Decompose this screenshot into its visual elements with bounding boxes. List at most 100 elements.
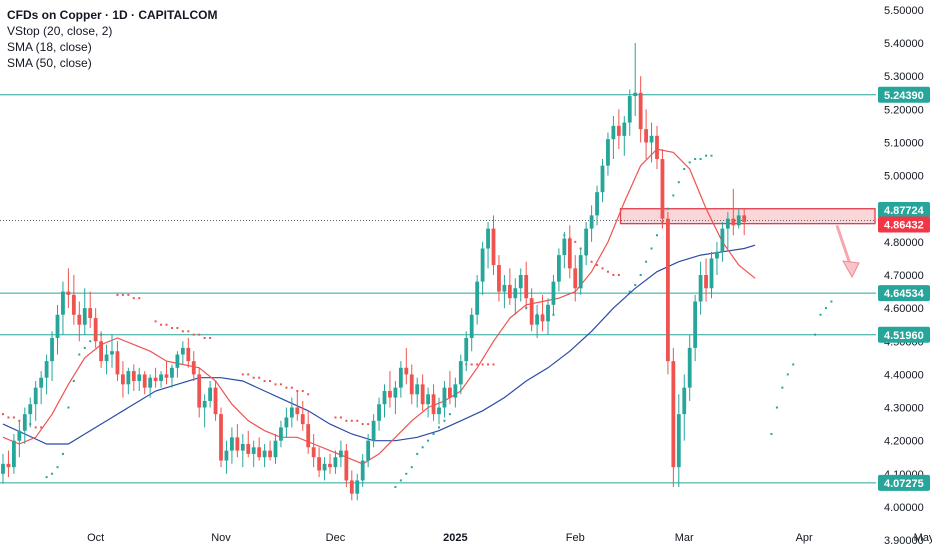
candle-body	[377, 404, 381, 421]
price-tick-label: 4.70000	[884, 270, 924, 282]
candle	[698, 261, 703, 315]
zone-tag: 4.87724	[878, 202, 930, 219]
vstop-dot	[694, 158, 697, 161]
price-tick-label: 5.20000	[884, 104, 924, 116]
candle-body	[186, 347, 191, 362]
vstop-dot	[203, 336, 206, 339]
legend-sma50: SMA (50, close)	[7, 56, 92, 70]
vstop-dot	[574, 240, 577, 243]
candle	[230, 427, 234, 464]
candle-body	[311, 447, 316, 458]
candle-body	[235, 437, 240, 451]
candle	[137, 367, 142, 391]
candle	[475, 275, 480, 325]
price-tick-label: 3.90000	[884, 535, 924, 547]
candle	[251, 440, 256, 468]
vstop-dot	[192, 333, 195, 336]
level-tag-label: 4.64534	[884, 288, 925, 300]
candle-body	[687, 347, 692, 388]
resistance-zone	[619, 208, 876, 225]
candle-body	[191, 361, 196, 375]
candle-body	[486, 228, 490, 249]
price-tick-label: 4.40000	[884, 369, 924, 381]
candle	[186, 337, 191, 368]
vstop-dot	[12, 416, 15, 419]
candle-body	[698, 275, 703, 302]
candle-body	[458, 361, 463, 385]
candle-body	[148, 377, 153, 388]
candle-body	[524, 275, 529, 299]
candle	[469, 308, 474, 352]
candle-body	[50, 337, 54, 362]
candle-body	[366, 440, 371, 461]
candle-body	[507, 284, 512, 299]
candle-body	[682, 387, 687, 415]
candle-body	[666, 218, 670, 362]
candle	[513, 278, 518, 315]
vstop-dot	[160, 323, 163, 326]
candle	[567, 225, 572, 279]
candle	[208, 381, 212, 408]
candle-body	[28, 404, 33, 415]
candle	[99, 331, 103, 368]
candle-body	[584, 228, 589, 256]
candle-body	[622, 122, 627, 136]
vstop-dot	[334, 416, 337, 419]
candle-body	[731, 218, 736, 226]
candle-body	[230, 437, 234, 451]
candle-body	[104, 354, 109, 362]
candle	[300, 400, 305, 431]
candle	[535, 304, 539, 338]
candle-body	[317, 457, 321, 471]
vstop-dot	[301, 389, 304, 392]
vstop-dot	[476, 363, 479, 366]
vstop-dot	[639, 274, 642, 276]
candle-body	[224, 450, 229, 461]
level-tag: 4.64534	[878, 285, 930, 302]
candle	[573, 255, 578, 302]
candle	[131, 364, 136, 391]
candle	[246, 430, 251, 458]
candle	[671, 347, 676, 488]
candle	[655, 125, 659, 169]
candle-body	[480, 248, 485, 282]
price-tick-label: 5.10000	[884, 137, 924, 149]
vstop-dot	[481, 363, 484, 366]
candle-body	[142, 374, 147, 388]
candle	[666, 212, 670, 375]
candle	[202, 394, 207, 428]
candle	[426, 387, 430, 418]
candle	[50, 331, 54, 382]
candle-body	[159, 374, 163, 382]
candle	[404, 347, 409, 385]
candle-body	[251, 447, 256, 454]
candle	[115, 341, 120, 382]
candle-body	[693, 301, 698, 348]
candle-body	[126, 371, 131, 385]
candle	[491, 215, 496, 275]
candle	[170, 364, 174, 388]
candle-body	[709, 258, 714, 289]
candle-body	[77, 314, 82, 325]
price-tick-label: 5.30000	[884, 71, 924, 83]
candle-body	[649, 135, 654, 143]
vstop-dot	[612, 274, 615, 276]
candle	[611, 115, 616, 160]
candle-body	[71, 294, 76, 315]
candle-body	[497, 265, 501, 292]
vstop-dot	[116, 293, 119, 296]
date-label: Mar	[675, 532, 694, 544]
candle-body	[567, 238, 572, 269]
vstop-dot	[56, 466, 59, 469]
candle-body	[61, 291, 65, 315]
candle	[676, 394, 681, 488]
vstop-dot	[274, 383, 277, 386]
candle	[306, 410, 311, 454]
vstop-dot	[356, 419, 359, 422]
candle-body	[284, 417, 289, 428]
vstop-dot	[361, 423, 364, 426]
candle-body	[393, 387, 398, 398]
vstop-dot	[170, 327, 173, 330]
candle-body	[295, 407, 300, 415]
